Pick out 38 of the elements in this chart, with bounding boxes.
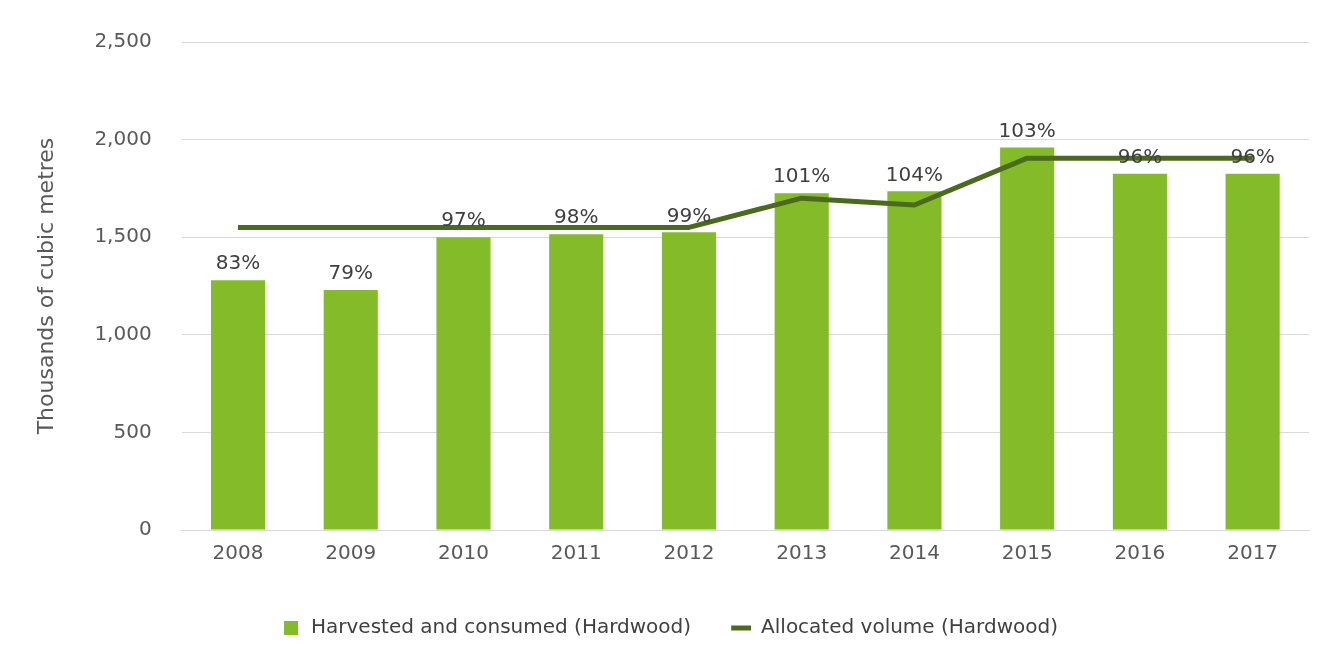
annotation: 101% (773, 163, 831, 188)
x-tick-label: 2015 (1001, 540, 1053, 565)
x-tick-label: 2008 (212, 540, 264, 565)
x-tick-label: 2013 (776, 540, 828, 565)
x-tick-label: 2012 (663, 540, 715, 565)
x-tick-label: 2010 (438, 540, 489, 565)
bar (323, 289, 378, 530)
bar (1000, 147, 1055, 530)
annotation: 79% (328, 260, 373, 285)
annotation: 104% (885, 161, 944, 186)
annotation: 83% (215, 250, 261, 275)
bar (549, 234, 604, 530)
y-tick-label: 1,000 (94, 321, 152, 345)
bar (210, 280, 266, 530)
x-tick-label: 2011 (550, 540, 602, 565)
y-tick-label: 1,500 (94, 223, 152, 248)
x-tick-label: 2014 (888, 540, 940, 565)
legend-label: Harvested and consumed (Hardwood) (310, 614, 692, 639)
y-tick-label: 0 (138, 516, 152, 541)
annotation: 97% (441, 207, 486, 232)
x-tick-label: 2009 (325, 540, 377, 565)
x-tick-label: 2017 (1227, 540, 1279, 565)
bar (661, 232, 717, 530)
annotation: 98% (554, 204, 599, 229)
y-tick-label: 2,000 (94, 125, 152, 150)
bar (436, 237, 491, 530)
bar (1225, 173, 1280, 530)
annotation: 103% (998, 117, 1056, 142)
x-tick-label: 2016 (1114, 540, 1166, 565)
bar (774, 193, 829, 530)
y-tick-label: 2,500 (94, 28, 152, 53)
bar (887, 191, 942, 530)
y-tick-label: 500 (113, 418, 152, 443)
bar (1112, 173, 1167, 530)
annotation: 99% (666, 202, 712, 227)
annotation: 96% (1230, 143, 1275, 168)
y-axis-title: Thousands of cubic metres (32, 137, 58, 436)
legend-label: Allocated volume (Hardwood) (761, 614, 1059, 639)
